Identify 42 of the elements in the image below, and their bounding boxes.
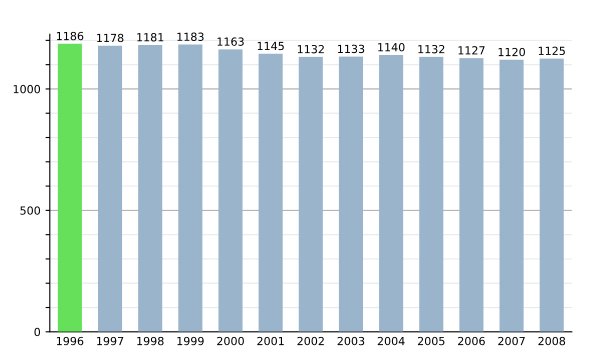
x-tick-label: 2003 xyxy=(338,336,364,346)
bar xyxy=(138,44,162,332)
x-tick-label: 2004 xyxy=(378,336,405,346)
x-tick-label: 2001 xyxy=(257,336,284,346)
data-label: 1140 xyxy=(378,42,405,52)
data-label: 1178 xyxy=(97,34,124,42)
data-label: 1125 xyxy=(538,46,565,56)
data-label: 1133 xyxy=(338,44,364,54)
data-label: 1132 xyxy=(298,44,324,54)
bar xyxy=(178,44,202,332)
bar xyxy=(258,54,283,332)
y-tick-label: 500 xyxy=(20,206,40,215)
data-label: 1127 xyxy=(458,46,485,54)
bar xyxy=(298,56,323,332)
x-tick-label: 1999 xyxy=(177,336,204,346)
x-tick-label: 2007 xyxy=(498,336,525,346)
x-tick-label: 1996 xyxy=(56,336,84,346)
bar xyxy=(218,49,243,332)
bar xyxy=(58,44,82,332)
y-tick-label: 0 xyxy=(34,328,40,336)
x-tick-label: 2005 xyxy=(418,336,444,346)
x-tick-label: 2006 xyxy=(458,336,485,346)
bar xyxy=(338,56,363,332)
data-label: 1163 xyxy=(218,37,244,46)
x-tick-label: 2002 xyxy=(297,336,324,346)
data-label: 1120 xyxy=(498,48,525,56)
x-tick-label: 2000 xyxy=(217,336,244,346)
bar xyxy=(500,60,524,332)
x-tick-label: 2008 xyxy=(538,336,566,346)
data-label: 1183 xyxy=(177,32,204,41)
data-label: 1181 xyxy=(137,33,164,42)
y-tick-label: 1000 xyxy=(14,84,40,94)
x-tick-label: 1998 xyxy=(137,336,164,346)
x-tick-label: 1997 xyxy=(97,336,124,346)
bar xyxy=(419,56,444,332)
data-label: 1186 xyxy=(56,32,84,40)
data-label: 1145 xyxy=(258,42,284,50)
bar xyxy=(98,46,122,332)
data-label: 1132 xyxy=(418,44,444,54)
bar xyxy=(379,54,404,332)
bar xyxy=(540,58,564,332)
bar xyxy=(459,58,484,332)
